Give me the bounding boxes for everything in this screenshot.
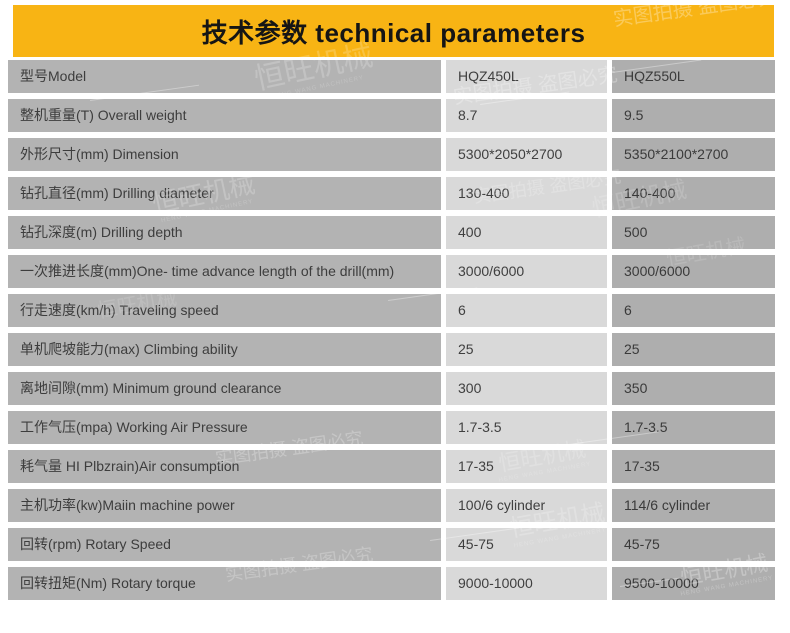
row-value-hqz550l: 140-400 xyxy=(612,177,775,210)
row-value-hqz550l: 9.5 xyxy=(612,99,775,132)
row-value-hqz550l: 6 xyxy=(612,294,775,327)
table-row: 行走速度(km/h) Traveling speed 6 6 xyxy=(8,294,775,327)
row-value-hqz550l: 350 xyxy=(612,372,775,405)
row-value-hqz450l: 45-75 xyxy=(446,528,607,561)
row-label: 回转扭矩(Nm) Rotary torque xyxy=(8,567,441,600)
header-col-hqz550l: HQZ550L xyxy=(612,60,775,93)
row-value-hqz550l: 9500-10000 xyxy=(612,567,775,600)
row-label: 工作气压(mpa) Working Air Pressure xyxy=(8,411,441,444)
table-row: 主机功率(kw)Maiin machine power 100/6 cylinde… xyxy=(8,489,775,522)
row-value-hqz550l: 3000/6000 xyxy=(612,255,775,288)
header-model-label: 型号Model xyxy=(8,60,441,93)
row-value-hqz450l: 6 xyxy=(446,294,607,327)
row-label: 主机功率(kw)Maiin machine power xyxy=(8,489,441,522)
table-row: 离地间隙(mm) Minimum ground clearance 300 350 xyxy=(8,372,775,405)
table-row: 回转(rpm) Rotary Speed 45-75 45-75 xyxy=(8,528,775,561)
table-header-row: 型号Model HQZ450L HQZ550L xyxy=(8,60,775,93)
table-row: 回转扭矩(Nm) Rotary torque 9000-10000 9500-100… xyxy=(8,567,775,600)
row-label: 一次推进长度(mm)One- time advance length of th… xyxy=(8,255,441,288)
row-value-hqz450l: 400 xyxy=(446,216,607,249)
row-value-hqz450l: 1.7-3.5 xyxy=(446,411,607,444)
header-col-hqz450l: HQZ450L xyxy=(446,60,607,93)
row-value-hqz550l: 1.7-3.5 xyxy=(612,411,775,444)
row-value-hqz450l: 3000/6000 xyxy=(446,255,607,288)
spec-table: 型号Model HQZ450L HQZ550L 整机重量(T) Overall … xyxy=(8,60,775,606)
table-row: 钻孔直径(mm) Drilling diameter 130-400 140-400 xyxy=(8,177,775,210)
row-value-hqz550l: 25 xyxy=(612,333,775,366)
row-value-hqz550l: 5350*2100*2700 xyxy=(612,138,775,171)
table-row: 外形尺寸(mm) Dimension 5300*2050*2700 5350*210… xyxy=(8,138,775,171)
row-value-hqz450l: 130-400 xyxy=(446,177,607,210)
row-label: 行走速度(km/h) Traveling speed xyxy=(8,294,441,327)
row-label: 钻孔深度(m) Drilling depth xyxy=(8,216,441,249)
row-value-hqz450l: 17-35 xyxy=(446,450,607,483)
row-value-hqz450l: 8.7 xyxy=(446,99,607,132)
row-label: 回转(rpm) Rotary Speed xyxy=(8,528,441,561)
table-row: 单机爬坡能力(max) Climbing ability 25 25 xyxy=(8,333,775,366)
row-value-hqz450l: 100/6 cylinder xyxy=(446,489,607,522)
table-row: 一次推进长度(mm)One- time advance length of th… xyxy=(8,255,775,288)
row-value-hqz450l: 300 xyxy=(446,372,607,405)
row-value-hqz550l: 17-35 xyxy=(612,450,775,483)
row-value-hqz550l: 45-75 xyxy=(612,528,775,561)
row-label: 整机重量(T) Overall weight xyxy=(8,99,441,132)
row-value-hqz450l: 5300*2050*2700 xyxy=(446,138,607,171)
row-label: 钻孔直径(mm) Drilling diameter xyxy=(8,177,441,210)
row-label: 单机爬坡能力(max) Climbing ability xyxy=(8,333,441,366)
table-row: 工作气压(mpa) Working Air Pressure 1.7-3.5 1.7… xyxy=(8,411,775,444)
row-value-hqz550l: 500 xyxy=(612,216,775,249)
table-row: 钻孔深度(m) Drilling depth 400 500 xyxy=(8,216,775,249)
page-title: 技术参数 technical parameters xyxy=(201,17,586,48)
row-label: 离地间隙(mm) Minimum ground clearance xyxy=(8,372,441,405)
row-value-hqz450l: 9000-10000 xyxy=(446,567,607,600)
table-row: 整机重量(T) Overall weight 8.7 9.5 xyxy=(8,99,775,132)
row-label: 耗气量 HI Plbzrain)Air consumption xyxy=(8,450,441,483)
title-banner: 技术参数 technical parameters xyxy=(13,5,774,57)
table-body: 整机重量(T) Overall weight 8.7 9.5 外形尺寸(mm) Dim… xyxy=(8,99,775,600)
row-value-hqz450l: 25 xyxy=(446,333,607,366)
row-value-hqz550l: 114/6 cylinder xyxy=(612,489,775,522)
table-row: 耗气量 HI Plbzrain)Air consumption 17-35 17-3… xyxy=(8,450,775,483)
row-label: 外形尺寸(mm) Dimension xyxy=(8,138,441,171)
